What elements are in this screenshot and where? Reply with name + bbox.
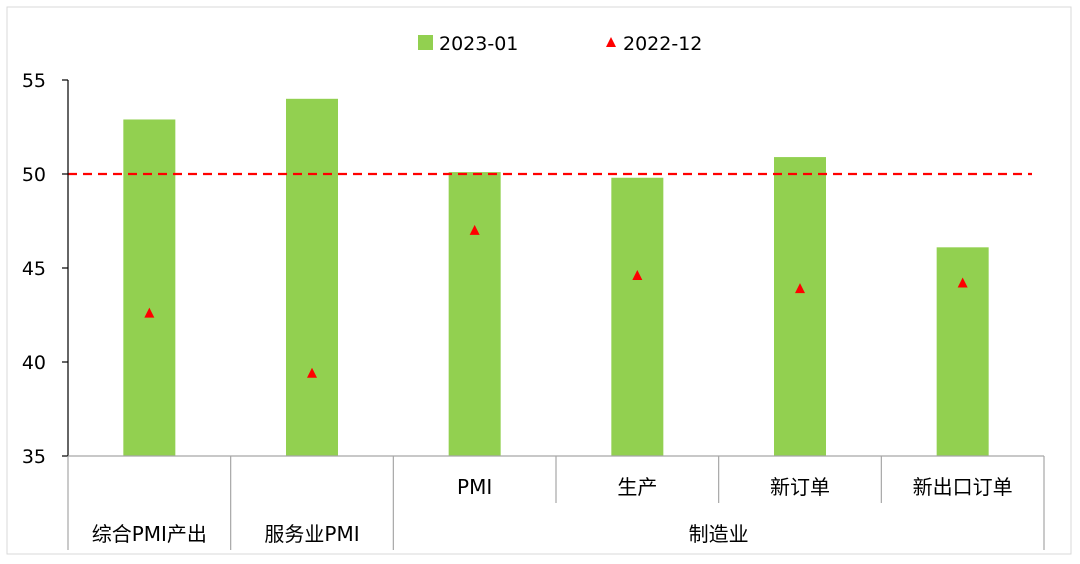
- bar-3: [448, 172, 501, 456]
- chart-border: [6, 6, 1072, 555]
- bar-1: [123, 119, 176, 456]
- marker-3: [469, 224, 480, 235]
- y-tick-label-45: 45: [22, 258, 46, 280]
- x-group-label-manufacturing: 制造业: [689, 522, 749, 546]
- x-category-label-1: 综合PMI产出: [92, 522, 207, 546]
- marker-4: [632, 270, 643, 281]
- plot-area: [68, 98, 1032, 457]
- legend-marker-2022-12: [606, 37, 616, 47]
- x-category-label-3: PMI: [457, 475, 492, 499]
- x-category-label-4: 生产: [617, 475, 657, 499]
- legend-label-2022-12: 2022-12: [623, 33, 702, 55]
- y-tick-label-35: 35: [22, 446, 46, 468]
- y-tick-label-50: 50: [22, 164, 46, 186]
- marker-5: [795, 283, 805, 294]
- legend: 2023-01 2022-12: [418, 33, 702, 55]
- marker-1: [144, 307, 155, 318]
- x-category-label-2: 服务业PMI: [264, 522, 359, 546]
- bar-5: [774, 157, 826, 456]
- y-tick-label-55: 55: [22, 70, 46, 92]
- legend-swatch-2023-01: [418, 35, 433, 50]
- x-category-label-5: 新订单: [770, 475, 830, 499]
- x-category-label-6: 新出口订单: [913, 475, 1013, 499]
- y-axis: 35 40 45 50 55: [22, 70, 69, 468]
- legend-label-2023-01: 2023-01: [439, 33, 518, 55]
- y-tick-label-40: 40: [22, 352, 46, 374]
- bar-4: [611, 177, 664, 456]
- marker-2: [307, 367, 317, 378]
- marker-6: [957, 277, 968, 288]
- bar-2: [286, 98, 338, 457]
